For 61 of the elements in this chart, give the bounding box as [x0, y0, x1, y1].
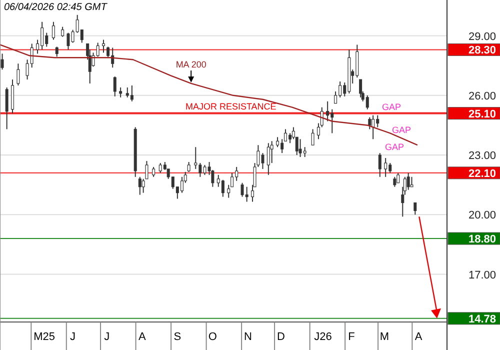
x-tick-label: J [70, 331, 76, 343]
candlestick [113, 76, 116, 97]
x-tick-label: J [104, 331, 110, 343]
candlestick [266, 142, 270, 176]
candlestick [11, 79, 14, 114]
candlestick [187, 161, 190, 172]
chart-title: 06/04/2026 02:45 GMT [4, 2, 108, 13]
candlestick [61, 26, 64, 38]
candlestick [16, 63, 20, 86]
candlestick [5, 86, 8, 130]
candlestick [276, 136, 280, 148]
y-tick-label: 29.00 [468, 30, 496, 43]
series-label: MA 200 [176, 59, 206, 70]
annotation: GAP [382, 102, 402, 112]
annotation: MAJOR RESISTANCE [185, 101, 276, 112]
candlestick [393, 176, 396, 188]
y-tick-label: 17.00 [468, 269, 496, 282]
candlestick [102, 39, 106, 54]
x-tick-label: N [244, 331, 252, 343]
x-tick-label: F [348, 331, 356, 343]
candlestick [142, 178, 145, 194]
candlestick [414, 202, 417, 216]
ref-line-label: 18.80 [468, 234, 496, 246]
x-tick-label: A [138, 331, 147, 343]
candlestick [180, 176, 184, 194]
x-tick-label: O [208, 331, 218, 343]
candlestick [194, 146, 198, 170]
candlestick [130, 84, 134, 102]
y-tick-label: 23.00 [468, 150, 496, 162]
ref-line-label: 25.10 [468, 108, 496, 120]
annotation: GAP [385, 142, 404, 152]
annotation: GAP [392, 125, 412, 135]
candlestick [359, 79, 362, 98]
candlestick [378, 152, 382, 178]
ref-line-label: 14.78 [468, 313, 496, 326]
candlestick [372, 114, 375, 140]
candlestick [311, 128, 314, 146]
candlestick [368, 116, 372, 130]
candlestick [55, 46, 58, 58]
candlestick [52, 21, 55, 40]
ref-line-label: 22.10 [468, 168, 496, 180]
x-tick-label: S [174, 331, 182, 343]
candlestick [145, 160, 148, 180]
candlestick [410, 176, 414, 188]
y-tick-label: 26.00 [468, 90, 496, 102]
candlestick [0, 53, 4, 70]
ref-line-label: 28.30 [468, 44, 496, 57]
candlestick [221, 179, 224, 198]
candlestick [366, 94, 369, 110]
candlestick [119, 86, 122, 98]
candlestick [152, 166, 156, 178]
y-tick-label: 20.00 [468, 210, 496, 222]
x-tick-label: A [414, 331, 423, 343]
x-tick-label: M [380, 331, 390, 343]
x-tick-label: D [276, 331, 285, 343]
candlestick [326, 100, 330, 122]
candlestick [138, 176, 142, 196]
x-tick-label: M25 [34, 331, 56, 343]
x-tick-label: J26 [314, 331, 332, 343]
candlestick [384, 158, 388, 178]
candlestick [396, 172, 400, 184]
